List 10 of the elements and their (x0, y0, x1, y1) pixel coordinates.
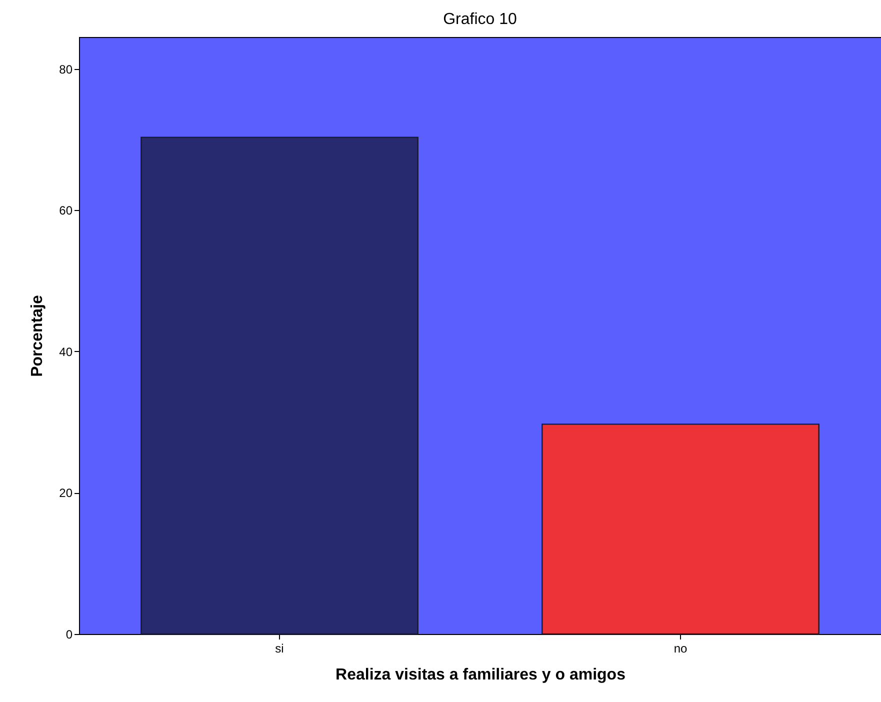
x-axis-title: Realiza visitas a familiares y o amigos (336, 666, 626, 684)
chart-title: Grafico 10 (443, 11, 518, 28)
y-tick-label: 60 (59, 204, 73, 218)
y-tick-label: 80 (59, 62, 73, 76)
x-tick-label: si (275, 642, 284, 656)
y-tick-label: 20 (59, 486, 73, 500)
y-tick-label: 40 (59, 344, 73, 359)
y-tick-label: 0 (66, 628, 73, 642)
y-axis-title: Porcentaje (29, 294, 46, 377)
x-tick-label: no (674, 642, 688, 656)
